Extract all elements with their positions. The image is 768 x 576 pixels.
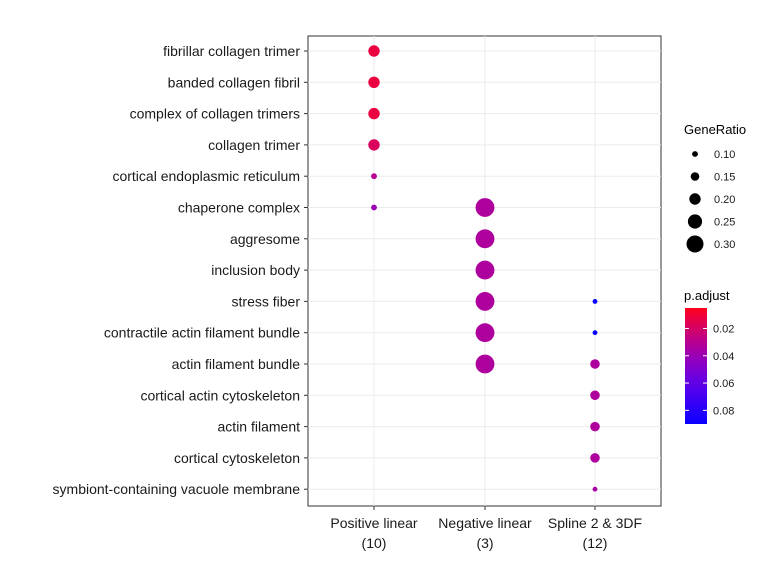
y-tick-label: complex of collagen trimers [130,106,300,122]
size-legend-label: 0.15 [714,172,735,184]
y-tick-label: aggresome [230,231,300,247]
padjust-legend: p.adjust 0.02 0.04 0.06 0.08 [684,288,734,424]
x-tick-label-count: (10) [362,535,387,551]
color-legend-bar [685,308,707,424]
color-legend-label: 0.02 [713,323,734,335]
size-legend-key [690,172,700,181]
data-point [590,390,600,401]
data-point [371,204,377,211]
y-tick-label: fibrillar collagen trimer [163,43,300,59]
size-legend-label: 0.10 [714,149,735,161]
data-point [592,298,598,304]
size-legend-label: 0.30 [714,239,735,251]
data-point [368,76,380,89]
size-legend-key [689,193,701,205]
x-tick-label: Spline 2 & 3DF [548,515,642,531]
generatio-legend-title: GeneRatio [684,122,746,137]
y-tick-label: contractile actin filament bundle [104,325,300,341]
y-tick-label: collagen trimer [208,137,300,153]
data-point [475,229,495,249]
color-legend-label: 0.06 [713,378,734,390]
data-point [371,173,377,180]
data-point [368,45,380,57]
data-point [475,260,495,280]
data-point [475,291,495,311]
size-legend-key [692,151,698,157]
y-tick-label: cortical endoplasmic reticulum [112,168,300,184]
data-points [368,45,600,492]
generatio-legend: GeneRatio 0.10 0.15 0.20 0.25 0.30 [684,122,746,253]
y-tick-label: banded collagen fibril [168,74,300,90]
y-tick-label: cortical actin cytoskeleton [140,387,300,403]
size-legend-key [686,235,704,253]
data-point [475,323,495,343]
x-axis: Positive linear (10) Negative linear (3) Spl… [330,506,642,551]
size-legend-label: 0.25 [714,217,735,229]
y-tick-label: symbiont-containing vacuole membrane [53,481,301,497]
y-axis: fibrillar collagen trimer banded collagen… [53,43,308,497]
data-point [592,330,598,336]
size-legend-key [687,214,703,229]
size-legend-label: 0.20 [714,194,735,206]
data-point [368,107,380,120]
x-tick-label: Positive linear [330,515,417,531]
y-tick-label: actin filament bundle [172,356,301,372]
color-legend-label: 0.08 [713,405,734,417]
data-point [590,359,600,369]
data-point [475,198,495,217]
x-tick-label-count: (12) [583,535,608,551]
y-tick-label: inclusion body [211,262,300,278]
y-tick-label: actin filament [218,419,301,435]
color-legend-label: 0.04 [713,351,734,363]
data-point [590,421,600,432]
data-point [368,139,380,151]
data-point [475,354,495,374]
y-tick-label: cortical cytoskeleton [174,450,300,466]
x-tick-label: Negative linear [438,515,532,531]
padjust-legend-title: p.adjust [684,288,730,303]
data-point [592,486,598,492]
data-point [590,453,600,463]
y-tick-label: stress fiber [232,293,301,309]
x-tick-label-count: (3) [476,535,493,551]
y-tick-label: chaperone complex [178,200,300,216]
